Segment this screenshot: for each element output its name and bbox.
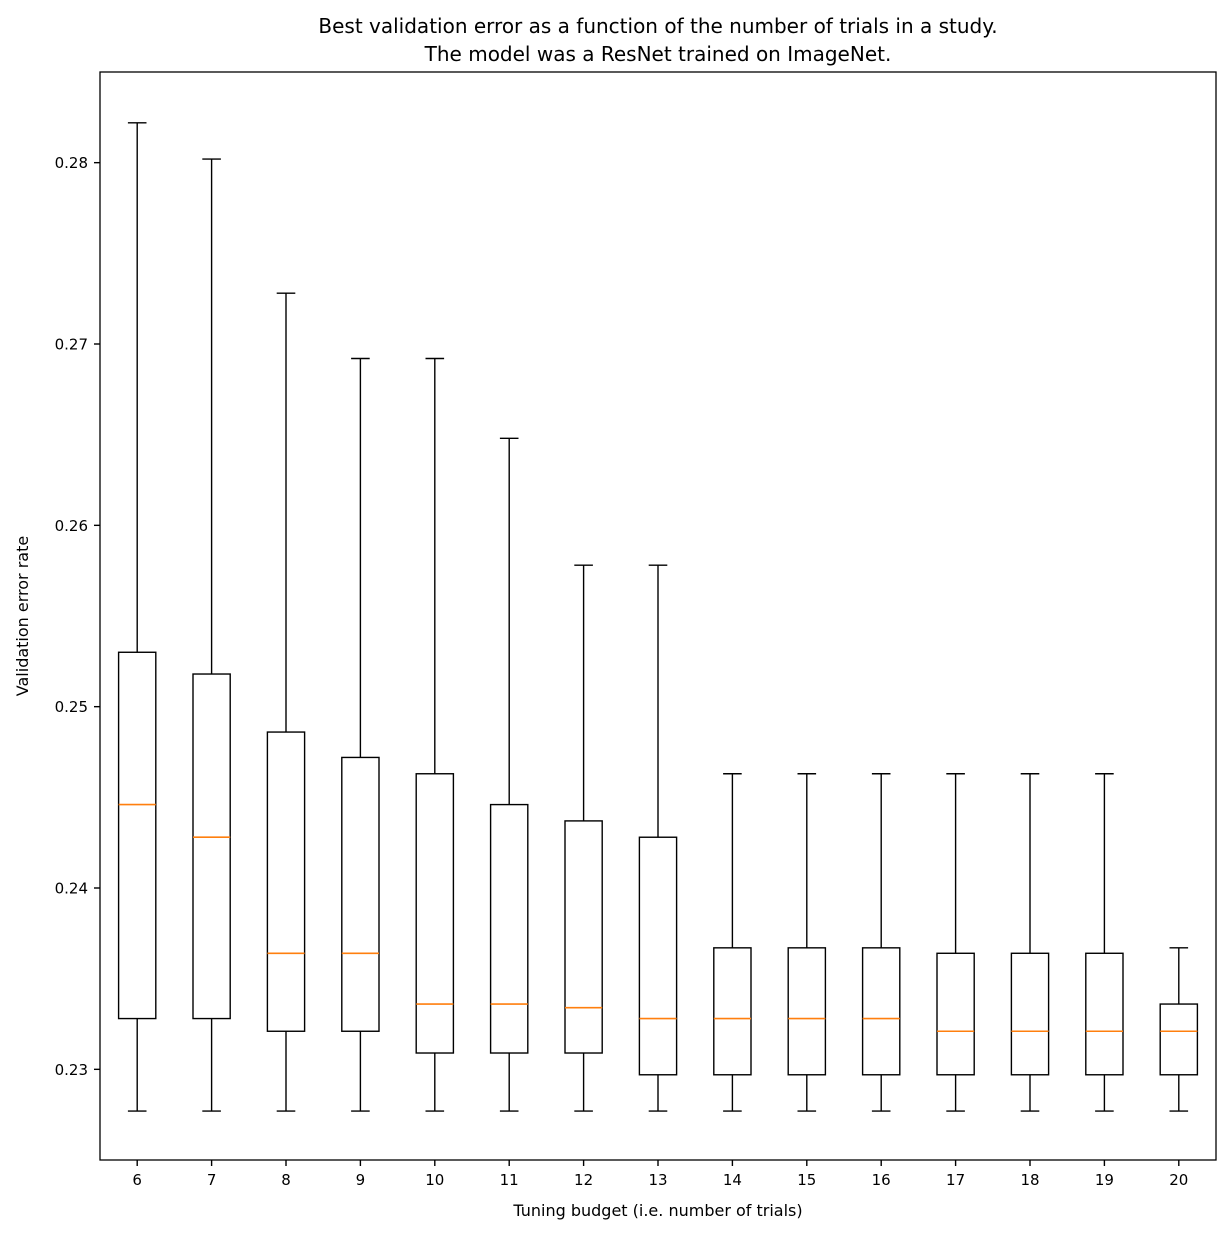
box: [787, 947, 827, 1076]
y-tick-label: 0.24: [55, 880, 88, 898]
box: [564, 820, 603, 1054]
box: [1159, 1003, 1199, 1076]
box: [936, 952, 975, 1076]
box: [489, 803, 529, 1054]
x-tick-label: 20: [1169, 1171, 1188, 1189]
x-tick-label: 14: [723, 1171, 742, 1189]
x-tick-label: 16: [872, 1171, 891, 1189]
x-tick-label: 9: [356, 1171, 366, 1189]
x-tick-label: 6: [132, 1171, 142, 1189]
box: [341, 756, 380, 1032]
x-tick-label: 15: [797, 1171, 816, 1189]
y-axis-label: Validation error rate: [13, 536, 32, 696]
y-tick-label: 0.28: [55, 154, 88, 172]
x-tick-label: 12: [574, 1171, 593, 1189]
box: [192, 673, 231, 1020]
chart-subtitle: The model was a ResNet trained on ImageN…: [424, 42, 892, 66]
box: [1085, 952, 1124, 1076]
x-tick-label: 17: [946, 1171, 965, 1189]
y-tick-label: 0.26: [55, 517, 88, 535]
plot-frame: [99, 71, 1217, 1161]
y-tick-label: 0.27: [55, 336, 88, 354]
x-tick-label: 18: [1020, 1171, 1039, 1189]
y-tick-label: 0.25: [55, 698, 88, 716]
box: [415, 773, 455, 1054]
x-tick-label: 10: [425, 1171, 444, 1189]
x-tick-label: 7: [207, 1171, 217, 1189]
x-tick-label: 11: [500, 1171, 519, 1189]
x-tick-label: 8: [281, 1171, 291, 1189]
chart-title: Best validation error as a function of t…: [318, 14, 997, 38]
x-tick-label: 13: [648, 1171, 667, 1189]
x-axis-label: Tuning budget (i.e. number of trials): [512, 1201, 802, 1220]
box: [1010, 952, 1050, 1076]
box: [266, 731, 306, 1032]
x-tick-label: 19: [1095, 1171, 1114, 1189]
box: [861, 947, 901, 1076]
box: [117, 651, 157, 1020]
y-tick-label: 0.23: [55, 1061, 88, 1079]
box: [713, 947, 752, 1076]
box: [638, 836, 678, 1076]
